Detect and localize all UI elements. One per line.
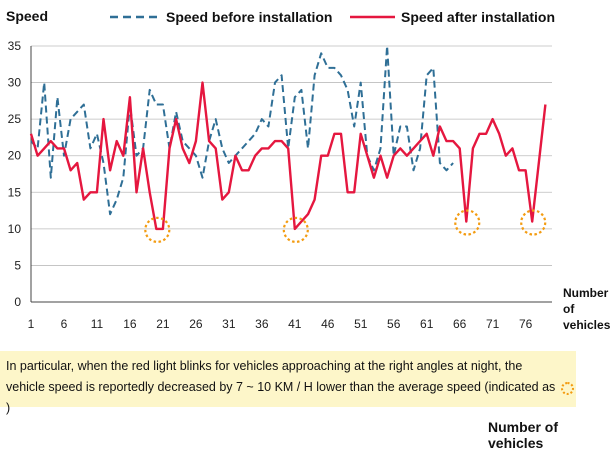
highlight-circle [282, 216, 309, 243]
note-line-1: In particular, when the red light blinks… [6, 359, 523, 373]
x-tick-label: 6 [61, 317, 68, 331]
legend-before-label: Speed before installation [166, 9, 332, 25]
x-tick-label: 66 [453, 317, 467, 331]
y-tick-label: 25 [8, 112, 22, 126]
y-tick-label: 35 [8, 39, 22, 53]
x-tick-label: 36 [255, 317, 269, 331]
x-tick-label: 21 [156, 317, 170, 331]
note-line-2: vehicle speed is reportedly decreased by… [6, 377, 576, 419]
highlight-circle [520, 209, 547, 236]
x-tick-label: 46 [321, 317, 335, 331]
series-lines [29, 45, 547, 231]
highlight-circle [454, 209, 481, 236]
x-tick-label: 31 [222, 317, 236, 331]
line-chart: Speed Speed before installation Speed af… [6, 8, 611, 332]
x-axis-title: Number of vehicles [563, 286, 611, 332]
grid-lines [30, 45, 552, 303]
dotted-circle-icon [560, 382, 574, 395]
x-tick-label: 51 [354, 317, 368, 331]
x-tick-label: 71 [486, 317, 500, 331]
x-tick-label: 76 [519, 317, 533, 331]
x-tick-label: 61 [420, 317, 434, 331]
note-line-2-text: vehicle speed is reportedly decreased by… [6, 380, 556, 394]
y-tick-label: 0 [14, 295, 21, 309]
x-tick-label: 56 [387, 317, 401, 331]
x-axis-title-line3: vehicles [563, 318, 611, 332]
note-line-2-end: ) [6, 401, 11, 415]
y-axis-title: Speed [6, 8, 48, 24]
series-line-before [30, 45, 454, 216]
legend: Speed before installation Speed after in… [110, 9, 555, 25]
y-tick-label: 20 [8, 149, 22, 163]
x-tick-label: 26 [189, 317, 203, 331]
footer-label: Number of vehicles [488, 419, 558, 451]
x-axis-title-line1: Number [563, 286, 609, 300]
annotation-note: In particular, when the red light blinks… [0, 351, 576, 415]
x-axis-title-line2: of [563, 302, 575, 316]
series-line-after [29, 81, 547, 231]
legend-after-label: Speed after installation [401, 9, 555, 25]
highlight-circle [144, 216, 171, 243]
y-tick-label: 10 [8, 222, 22, 236]
x-tick-labels: 1 6 11 16 21 26 31 36 41 46 51 56 61 66 71 76 [28, 317, 533, 331]
x-tick-label: 11 [91, 317, 104, 331]
x-tick-label: 1 [28, 317, 35, 331]
x-tick-label: 16 [123, 317, 137, 331]
y-tick-label: 5 [14, 258, 21, 272]
y-tick-label: 15 [8, 185, 22, 199]
x-tick-label: 41 [288, 317, 302, 331]
highlight-circles [144, 209, 547, 243]
y-tick-label: 30 [8, 76, 22, 90]
y-tick-labels: 0 5 10 15 20 25 30 35 [8, 39, 22, 309]
